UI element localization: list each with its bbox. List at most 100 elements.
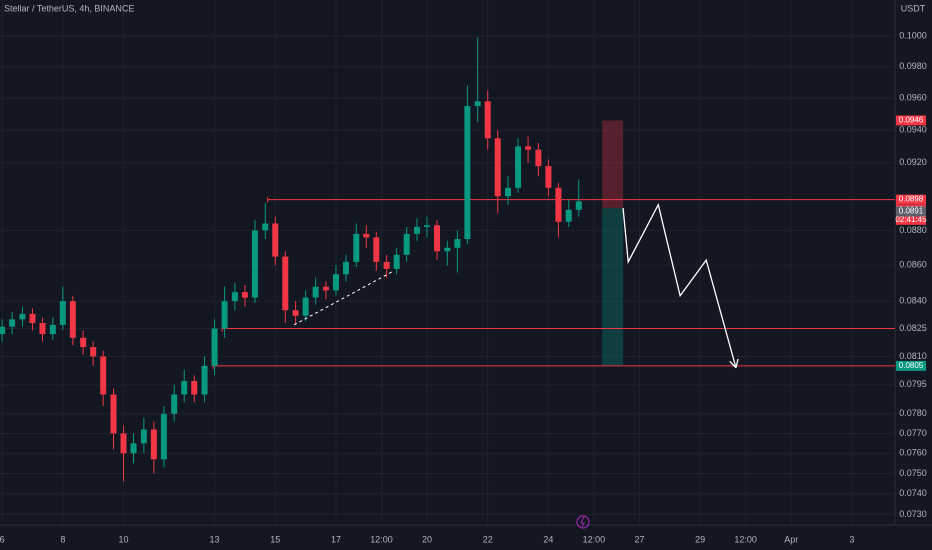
trendline [293, 270, 395, 326]
candle-body [130, 443, 137, 454]
y-tick-label: 0.0810 [899, 351, 927, 361]
price-badge [896, 194, 926, 205]
candle-body [171, 394, 178, 414]
candle-body [535, 149, 542, 167]
y-tick-label: 0.0920 [899, 157, 927, 167]
candle-body [49, 324, 56, 335]
candle-body [312, 286, 319, 298]
x-tick-label: 15 [270, 534, 280, 544]
candle-body [484, 101, 491, 139]
candle-body [120, 433, 127, 454]
chart-title: Stellar / TetherUS, 4h, BINANCE [4, 3, 134, 13]
candle-body [211, 328, 218, 366]
y-tick-label: 0.0980 [899, 61, 927, 71]
y-tick-label: 0.1000 [899, 30, 927, 40]
candle-body [342, 261, 349, 275]
y-tick-label: 0.0730 [899, 509, 927, 519]
x-tick-label: 8 [60, 534, 65, 544]
candle-body [59, 301, 66, 325]
candle-body [262, 223, 269, 231]
candle-body [525, 146, 532, 150]
price-badge [896, 206, 926, 217]
currency-label: USDT [901, 3, 926, 13]
candle-body [363, 233, 370, 238]
price-badge-label: 0.0946 [899, 116, 924, 125]
projection-path [622, 202, 737, 368]
replay-icon[interactable] [576, 515, 590, 529]
candle-body [403, 233, 410, 255]
plot-area [0, 0, 895, 525]
y-tick-label: 0.0795 [899, 379, 927, 389]
candle-body [272, 223, 279, 257]
x-tick-label: 29 [695, 534, 705, 544]
y-tick-label: 0.0770 [899, 428, 927, 438]
price-badge-label: 0.0805 [899, 361, 924, 370]
y-tick-label: 0.0760 [899, 448, 927, 458]
candle-body [555, 187, 562, 222]
candle-body [110, 394, 117, 434]
x-tick-label: 3 [849, 534, 854, 544]
candle-body [29, 313, 36, 324]
candle-body [505, 187, 512, 197]
candle-body [231, 292, 238, 302]
candle-body [201, 365, 208, 395]
candle-body [19, 313, 26, 320]
x-tick-label: 22 [483, 534, 493, 544]
candle-body [221, 301, 228, 329]
candle-body [383, 261, 390, 269]
price-badge [896, 115, 926, 126]
candle-body [474, 101, 481, 107]
x-tick-label: 17 [331, 534, 341, 544]
candle-body [292, 310, 299, 316]
candle-body [424, 225, 431, 227]
candle-body [241, 292, 248, 298]
y-tick-label: 0.0840 [899, 296, 927, 306]
x-tick-label: 24 [543, 534, 553, 544]
candle-body [282, 256, 289, 311]
candle-body [0, 326, 6, 335]
y-tick-label: 0.0960 [899, 93, 927, 103]
y-tick-label: 0.0940 [899, 125, 927, 135]
candle-body [494, 138, 501, 197]
candle-body [353, 233, 360, 262]
x-tick-label: 6 [0, 534, 5, 544]
candle-body [575, 201, 582, 210]
candle-body [545, 166, 552, 188]
y-tick-label: 0.0880 [899, 225, 927, 235]
x-tick-label: 13 [210, 534, 220, 544]
candle-body [454, 239, 461, 248]
price-badge-countdown: 02:41:45 [895, 215, 927, 224]
x-tick-label: Apr [784, 534, 798, 544]
candle-body [373, 237, 380, 262]
price-badge-label: 0.0898 [899, 195, 924, 204]
candle-body [69, 301, 76, 338]
candle-body [413, 226, 420, 234]
candle-body [191, 381, 198, 395]
x-tick-label: 27 [634, 534, 644, 544]
projection-arrowhead [729, 358, 739, 369]
candle-body [515, 146, 522, 188]
x-tick-label: 12:00 [583, 534, 606, 544]
candle-body [322, 286, 329, 291]
stop-zone [602, 120, 624, 209]
icon-bolt [580, 516, 585, 528]
candle-body [160, 413, 167, 460]
candle-body [332, 274, 339, 291]
candle-body [100, 356, 107, 395]
candle-body [39, 323, 46, 335]
x-tick-label: 20 [422, 534, 432, 544]
y-tick-label: 0.0825 [899, 323, 927, 333]
icon-circle [576, 515, 590, 529]
price-badge [896, 360, 926, 371]
candle-body [565, 209, 572, 222]
candle-body [302, 297, 309, 316]
candle-body [444, 247, 451, 252]
candle-body [90, 347, 97, 357]
candle-body [434, 225, 441, 252]
x-tick-label: 12:00 [370, 534, 393, 544]
y-tick-label: 0.0860 [899, 260, 927, 270]
candle-body [393, 254, 400, 269]
candle-body [464, 106, 471, 240]
candle-body [140, 429, 147, 444]
target-zone [602, 208, 624, 366]
